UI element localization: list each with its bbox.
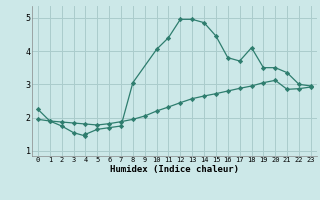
- X-axis label: Humidex (Indice chaleur): Humidex (Indice chaleur): [110, 165, 239, 174]
